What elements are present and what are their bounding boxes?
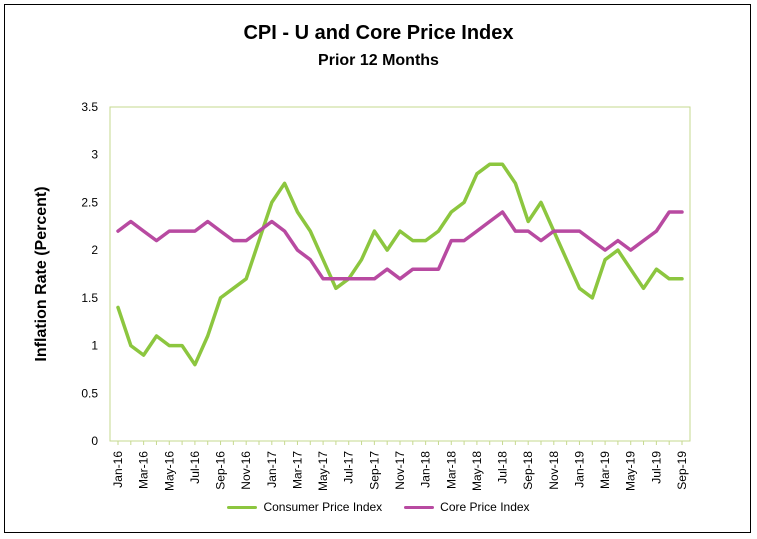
- x-tick-label: Mar-18: [444, 451, 458, 489]
- x-tick-label: May-17: [316, 451, 330, 491]
- x-tick-label: Jul-18: [496, 451, 510, 484]
- x-tick-label: Sep-18: [521, 451, 535, 490]
- x-tick-label: Nov-18: [547, 451, 561, 490]
- y-tick-label: 3.5: [81, 100, 98, 114]
- x-tick-label: Nov-17: [393, 451, 407, 490]
- legend-label-core-price-index: Core Price Index: [440, 500, 530, 514]
- x-tick-label: Jul-19: [649, 451, 663, 484]
- chart-title: CPI - U and Core Price Index: [243, 22, 514, 44]
- y-tick-label: 0: [91, 434, 98, 448]
- x-tick-label: May-19: [624, 451, 638, 491]
- legend-swatch-consumer-price-index: [227, 505, 258, 509]
- plot-area: [109, 106, 691, 442]
- x-tick-label: Mar-16: [137, 451, 151, 489]
- x-tick-label: Jul-16: [188, 451, 202, 484]
- x-tick-label: May-16: [162, 451, 176, 491]
- x-tick-label: Jan-18: [419, 451, 433, 488]
- x-tick-label: Sep-16: [214, 451, 228, 490]
- y-tick-label: 2.5: [81, 195, 98, 209]
- y-axis-label: Inflation Rate (Percent): [33, 186, 50, 361]
- x-tick-label: Nov-16: [239, 451, 253, 490]
- legend: Consumer Price Index Core Price Index: [0, 500, 757, 514]
- x-tick-label: Mar-19: [598, 451, 612, 489]
- legend-label-consumer-price-index: Consumer Price Index: [263, 500, 383, 514]
- series-line-consumer-price-index: [116, 162, 684, 367]
- legend-item-core-price-index: Core Price Index: [404, 500, 530, 514]
- y-tick-label: 1: [91, 339, 98, 353]
- series-group: [116, 162, 684, 367]
- y-tick-label: 2: [91, 243, 98, 257]
- series-line-core-price-index: [116, 210, 684, 281]
- x-tick-label: Jan-16: [111, 451, 125, 488]
- legend-item-consumer-price-index: Consumer Price Index: [227, 500, 382, 514]
- x-tick-label: May-18: [470, 451, 484, 491]
- x-axis: Jan-16 Mar-16 May-16 Jul-16 Sep-16 Nov-16 Jan-…: [111, 441, 689, 491]
- chart-subtitle: Prior 12 Months: [318, 52, 439, 69]
- x-tick-label: Jan-17: [265, 451, 279, 488]
- x-tick-label: Mar-17: [290, 451, 304, 489]
- chart-frame: [4, 4, 751, 533]
- legend-swatch-core-price-index: [404, 505, 435, 509]
- x-tick-label: Sep-19: [675, 451, 689, 490]
- y-tick-label: 3: [91, 148, 98, 162]
- y-tick-label: 1.5: [81, 291, 98, 305]
- x-tick-label: Jan-19: [572, 451, 586, 488]
- y-axis: 0 0.5 1 1.5 2 2.5 3 3.5: [81, 100, 98, 448]
- x-tick-label: Sep-17: [367, 451, 381, 490]
- x-tick-label: Jul-17: [342, 451, 356, 484]
- y-tick-label: 0.5: [81, 386, 98, 400]
